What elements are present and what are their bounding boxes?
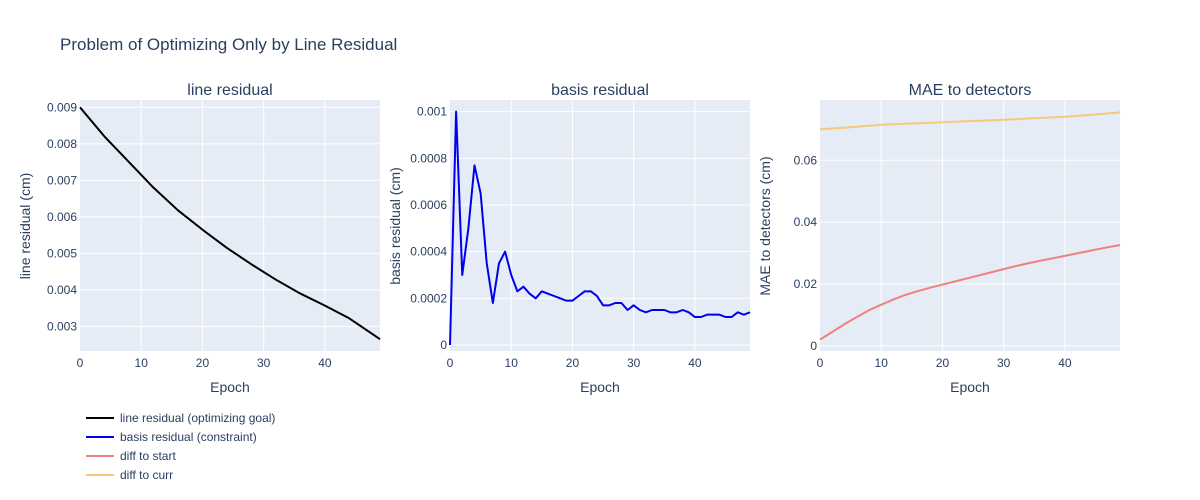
y-tick-label: 0.0004 — [410, 245, 447, 259]
y-tick-label: 0.02 — [794, 277, 818, 291]
x-tick-label: 10 — [875, 356, 889, 370]
subplot-1: 0 10 20 30 40 0.003 0.004 0.005 0.006 0.007 0.008 0… — [17, 82, 381, 395]
legend-item[interactable]: diff to curr — [86, 468, 173, 482]
x-tick-label: 10 — [505, 356, 519, 370]
x-axis-label: Epoch — [580, 379, 620, 395]
x-tick-label: 40 — [318, 356, 332, 370]
legend-item[interactable]: diff to start — [86, 449, 176, 463]
series-line-1-1 — [79, 106, 381, 341]
series-line-3-2 — [819, 111, 1121, 131]
y-tick-label: 0.004 — [47, 283, 77, 297]
x-tick-label: 0 — [447, 356, 454, 370]
y-tick-label: 0.009 — [47, 100, 77, 114]
plot-area-1 — [80, 100, 380, 352]
x-tick-label: 0 — [77, 356, 84, 370]
y-tick-label: 0.06 — [794, 153, 818, 167]
y-tick-label: 0 — [440, 338, 447, 352]
y-tick-label: 0.0002 — [410, 291, 447, 305]
subplot-title: basis residual — [551, 82, 649, 99]
y-tick-label: 0.006 — [47, 210, 77, 224]
x-tick-label: 10 — [135, 356, 149, 370]
subplots-group: 0 10 20 30 40 0.003 0.004 0.005 0.006 0.007 0.008 0… — [17, 82, 1121, 395]
legend: line residual (optimizing goal) basis res… — [86, 411, 275, 482]
x-tick-label: 40 — [688, 356, 702, 370]
y-tick-label: 0.003 — [47, 319, 77, 333]
y-axis-label: line residual (cm) — [17, 173, 33, 280]
plot-area-3 — [820, 100, 1120, 352]
y-tick-label: 0.04 — [794, 215, 818, 229]
y-tick-label: 0.005 — [47, 246, 77, 260]
plot-area-2 — [450, 100, 750, 352]
x-axis-label: Epoch — [210, 379, 250, 395]
y-tick-label: 0.007 — [47, 173, 77, 187]
x-tick-label: 20 — [566, 356, 580, 370]
y-tick-label: 0.008 — [47, 137, 77, 151]
legend-label: diff to start — [120, 449, 176, 463]
series-line-3-1 — [819, 244, 1121, 341]
legend-item[interactable]: line residual (optimizing goal) — [86, 411, 275, 425]
legend-label: basis residual (constraint) — [120, 430, 257, 444]
legend-item[interactable]: basis residual (constraint) — [86, 430, 257, 444]
subplot-title: line residual — [187, 82, 272, 99]
x-tick-label: 20 — [936, 356, 950, 370]
legend-label: line residual (optimizing goal) — [120, 411, 275, 425]
x-tick-label: 30 — [627, 356, 641, 370]
x-tick-label: 30 — [997, 356, 1011, 370]
y-tick-label: 0.001 — [417, 105, 447, 119]
y-tick-label: 0.0008 — [410, 151, 447, 165]
subplot-3: 0 10 20 30 40 0 0.02 0.04 0.06 MAE to detectors Ep… — [757, 82, 1121, 395]
y-tick-label: 0.0006 — [410, 198, 447, 212]
y-tick-label: 0 — [810, 339, 817, 353]
subplot-2: 0 10 20 30 40 0 0.0002 0.0004 0.0006 0.0008 0.001 b… — [387, 82, 751, 395]
subplot-title: MAE to detectors — [909, 82, 1032, 99]
x-axis-label: Epoch — [950, 379, 990, 395]
y-axis-label: basis residual (cm) — [387, 167, 403, 284]
x-tick-label: 20 — [196, 356, 210, 370]
series-line-2-1 — [449, 110, 751, 346]
legend-label: diff to curr — [120, 468, 173, 482]
x-tick-label: 30 — [257, 356, 271, 370]
x-tick-label: 40 — [1058, 356, 1072, 370]
chart-title: Problem of Optimizing Only by Line Resid… — [60, 35, 397, 54]
y-axis-label: MAE to detectors (cm) — [757, 156, 773, 295]
x-tick-label: 0 — [817, 356, 824, 370]
